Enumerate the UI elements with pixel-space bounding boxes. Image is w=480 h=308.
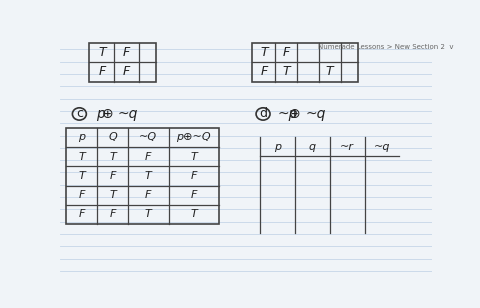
Text: T: T — [260, 46, 268, 59]
Text: F: F — [145, 190, 152, 200]
Text: T: T — [109, 152, 116, 162]
Text: T: T — [283, 66, 290, 79]
Text: T: T — [145, 209, 152, 219]
Text: F: F — [123, 66, 130, 79]
Text: q: q — [309, 142, 316, 152]
Text: F: F — [260, 66, 267, 79]
Text: ~q: ~q — [306, 107, 326, 121]
Text: ~q: ~q — [117, 107, 138, 121]
Text: F: F — [283, 46, 290, 59]
Text: d: d — [259, 107, 267, 120]
Text: F: F — [145, 152, 152, 162]
Text: F: F — [191, 171, 197, 181]
Text: F: F — [79, 209, 85, 219]
Text: ~p: ~p — [278, 107, 298, 121]
Text: T: T — [326, 66, 334, 79]
Text: ⊕: ⊕ — [289, 107, 300, 121]
Bar — [66, 128, 219, 224]
Text: p: p — [78, 132, 85, 142]
Text: ~Q: ~Q — [139, 132, 157, 142]
Text: T: T — [98, 46, 106, 59]
Text: c: c — [76, 107, 83, 120]
Text: T: T — [190, 209, 197, 219]
Bar — [252, 43, 358, 82]
Text: p: p — [274, 142, 281, 152]
Text: Numerade Lessons > New Section 2  v: Numerade Lessons > New Section 2 v — [318, 44, 454, 50]
Text: T: T — [78, 171, 85, 181]
Text: ~q: ~q — [374, 142, 390, 152]
Text: p: p — [96, 107, 105, 121]
Text: T: T — [78, 152, 85, 162]
Text: F: F — [98, 66, 106, 79]
Text: T: T — [109, 190, 116, 200]
Text: F: F — [109, 209, 116, 219]
Text: Q: Q — [108, 132, 117, 142]
Text: F: F — [109, 171, 116, 181]
Text: ~r: ~r — [340, 142, 354, 152]
Text: ⊕: ⊕ — [102, 107, 114, 121]
Text: T: T — [190, 152, 197, 162]
Text: F: F — [123, 46, 130, 59]
Text: F: F — [79, 190, 85, 200]
Text: F: F — [191, 190, 197, 200]
Text: p⊕~Q: p⊕~Q — [176, 132, 211, 142]
Text: T: T — [145, 171, 152, 181]
Bar — [89, 43, 156, 82]
